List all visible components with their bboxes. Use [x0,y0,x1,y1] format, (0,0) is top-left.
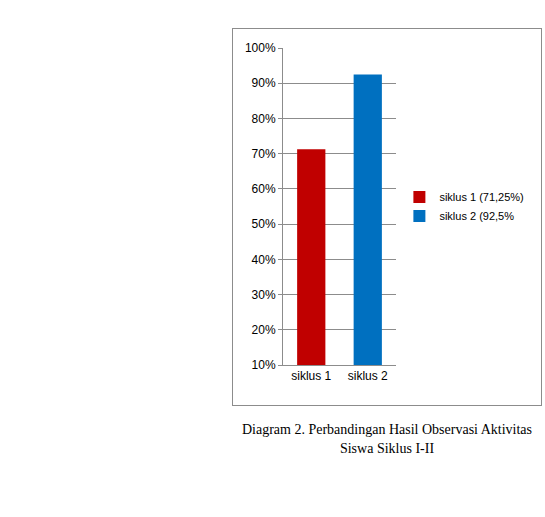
html-text:Siswa Siklus I-II: Siswa Siklus I-II [339,441,435,456]
html-text:Diagram 2. Perbandingan Hasil: Diagram 2. Perbandingan Hasil Observasi … [242,422,532,437]
svg-text:20%: 20% [252,323,276,337]
svg-text:90%: 90% [252,76,276,90]
svg-text:siklus 2 (92,5%: siklus 2 (92,5% [439,210,514,222]
svg-text:70%: 70% [252,147,276,161]
svg-text:50%: 50% [252,217,276,231]
svg-text:siklus 1 (71,25%): siklus 1 (71,25%) [439,191,523,203]
svg-text:60%: 60% [252,182,276,196]
svg-text:100%: 100% [245,41,276,55]
svg-text:40%: 40% [252,253,276,267]
svg-text:80%: 80% [252,112,276,126]
svg-text:10%: 10% [252,358,276,372]
svg-text:30%: 30% [252,288,276,302]
svg-text:siklus 2: siklus 2 [348,369,388,383]
svg-text:siklus 1: siklus 1 [291,369,331,383]
